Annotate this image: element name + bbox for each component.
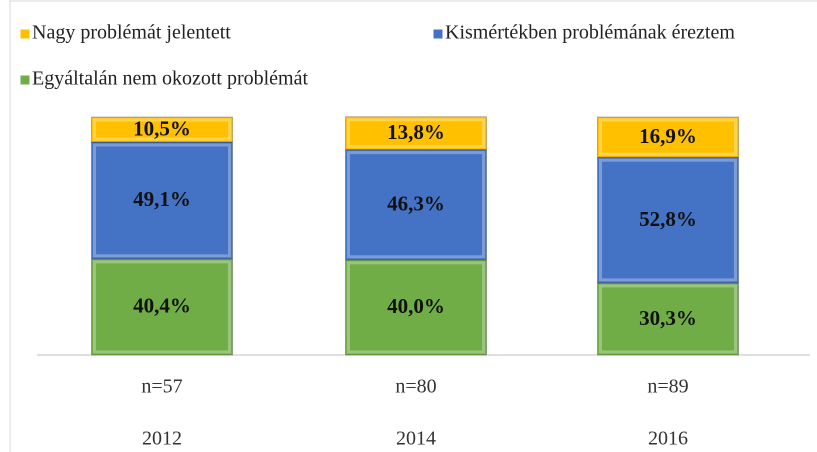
sample-size-label: n=80 <box>395 376 436 398</box>
legend-swatch <box>19 28 31 40</box>
x-tick-label: 2014 <box>396 428 436 450</box>
value-label: 40,0% <box>387 294 445 318</box>
legend-label: Kismértékben problémának éreztem <box>445 22 735 44</box>
bar-bevel <box>93 143 231 258</box>
legend-label: Egyáltalán nem okozott problémát <box>32 68 308 90</box>
x-tick-label: 2012 <box>142 428 182 450</box>
value-label: 10,5% <box>133 116 191 140</box>
value-label: 49,1% <box>133 187 191 211</box>
bar-bevel <box>347 118 485 149</box>
bar-segment <box>91 116 233 143</box>
bar-bevel <box>347 151 485 259</box>
bar-bevel <box>347 261 485 354</box>
sample-size-label: n=57 <box>141 376 182 398</box>
bar-bevel <box>93 260 231 354</box>
bar-segment <box>345 259 487 356</box>
bar-bevel <box>599 284 737 354</box>
bar-bevel <box>599 158 737 282</box>
bar-segment <box>597 282 739 356</box>
bar-segment <box>345 116 487 151</box>
bar-bevel <box>93 118 231 141</box>
legend-swatch <box>19 74 31 86</box>
x-tick-label: 2016 <box>648 428 688 450</box>
value-label: 30,3% <box>639 306 697 330</box>
value-label: 40,4% <box>133 294 191 318</box>
legend-swatch <box>432 28 444 40</box>
bar-segment <box>91 258 233 356</box>
value-label: 52,8% <box>639 207 697 231</box>
bar-segment <box>597 156 739 284</box>
sample-size-label: n=89 <box>647 376 688 398</box>
legend-label: Nagy problémát jelentett <box>32 22 231 44</box>
bar-segment <box>345 149 487 261</box>
value-label: 46,3% <box>387 192 445 216</box>
value-label: 16,9% <box>639 124 697 148</box>
value-label: 13,8% <box>387 120 445 144</box>
bar-bevel <box>599 118 737 156</box>
bar-segment <box>597 116 739 158</box>
